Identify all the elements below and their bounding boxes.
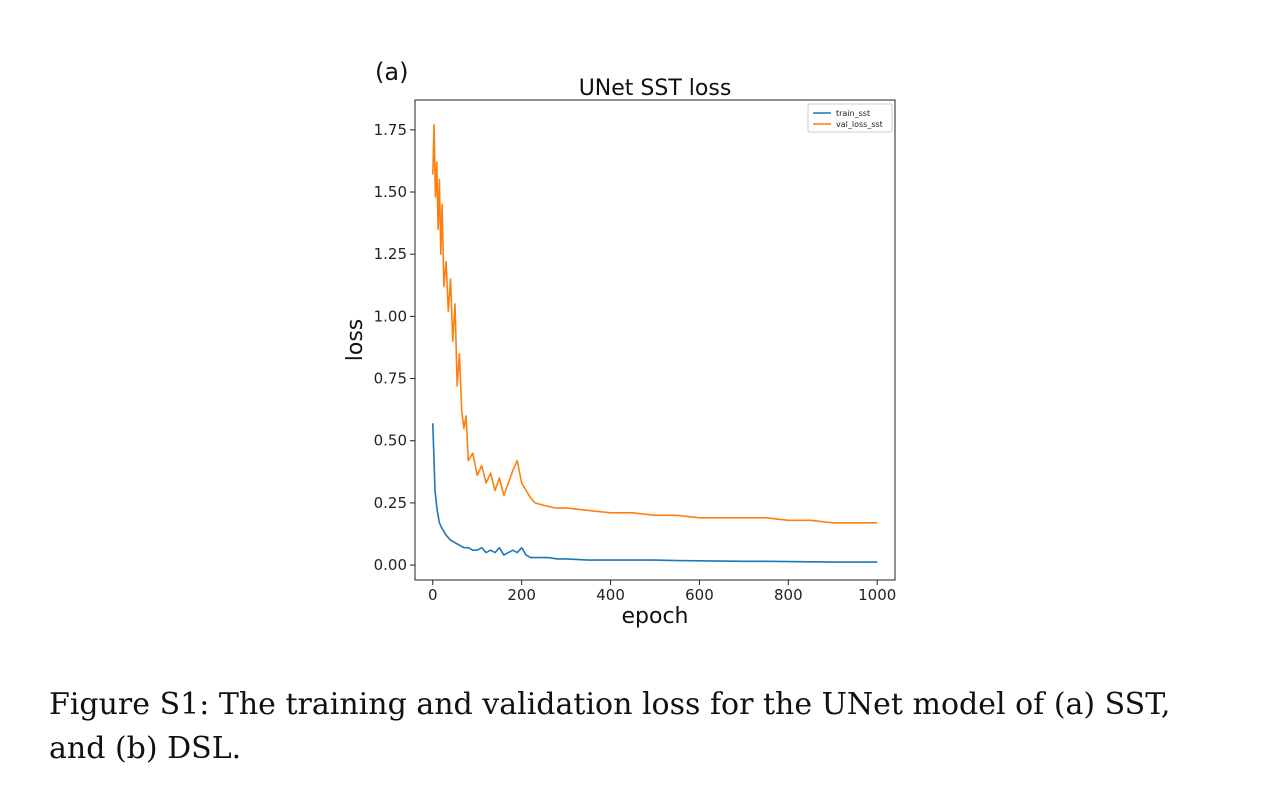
- y-tick-label: 1.50: [374, 183, 407, 201]
- y-tick-label: 1.75: [374, 121, 407, 139]
- y-axis-label: loss: [343, 319, 368, 362]
- legend-box: [807, 103, 893, 133]
- y-tick-label: 0.25: [374, 494, 407, 512]
- legend-label-val_loss_sst: val_loss_sst: [836, 120, 883, 129]
- x-tick-label: 400: [596, 586, 625, 604]
- figure-caption: Figure S1: The training and validation l…: [49, 687, 1171, 766]
- y-tick-label: 1.25: [374, 245, 407, 263]
- y-tick-label: 0.00: [374, 556, 407, 574]
- x-axis-label: epoch: [622, 604, 689, 629]
- x-tick-label: 800: [774, 586, 803, 604]
- y-tick-label: 0.75: [374, 370, 407, 388]
- series-line-val_loss_sst: [432, 124, 878, 524]
- x-tick-label: 600: [685, 586, 714, 604]
- legend-label-train_sst: train_sst: [836, 109, 870, 118]
- y-tick-label: 0.50: [374, 432, 407, 450]
- panel-label: (a): [375, 58, 408, 86]
- x-tick-label: 1000: [858, 586, 896, 604]
- plot-frame: [414, 99, 896, 581]
- y-tick-label: 1.00: [374, 307, 407, 325]
- x-tick-label: 0: [428, 586, 438, 604]
- loss-chart: (a) UNet SST loss 0 200 400 600 800 10000.000…: [343, 58, 897, 629]
- series-lines: [432, 124, 878, 563]
- series-line-train_sst: [432, 423, 878, 563]
- axis-ticks: 0 200 400 600 800 1000 0.00 0.25 0.50 0.75 1.00 1.2…: [374, 121, 897, 604]
- chart-title: UNet SST loss: [579, 76, 732, 101]
- legend: train_sst val_loss_sst: [807, 103, 893, 133]
- figure: (a) UNet SST loss 0 200 400 600 800 1000 0.00 0…: [343, 58, 897, 629]
- x-tick-label: 200: [507, 586, 536, 604]
